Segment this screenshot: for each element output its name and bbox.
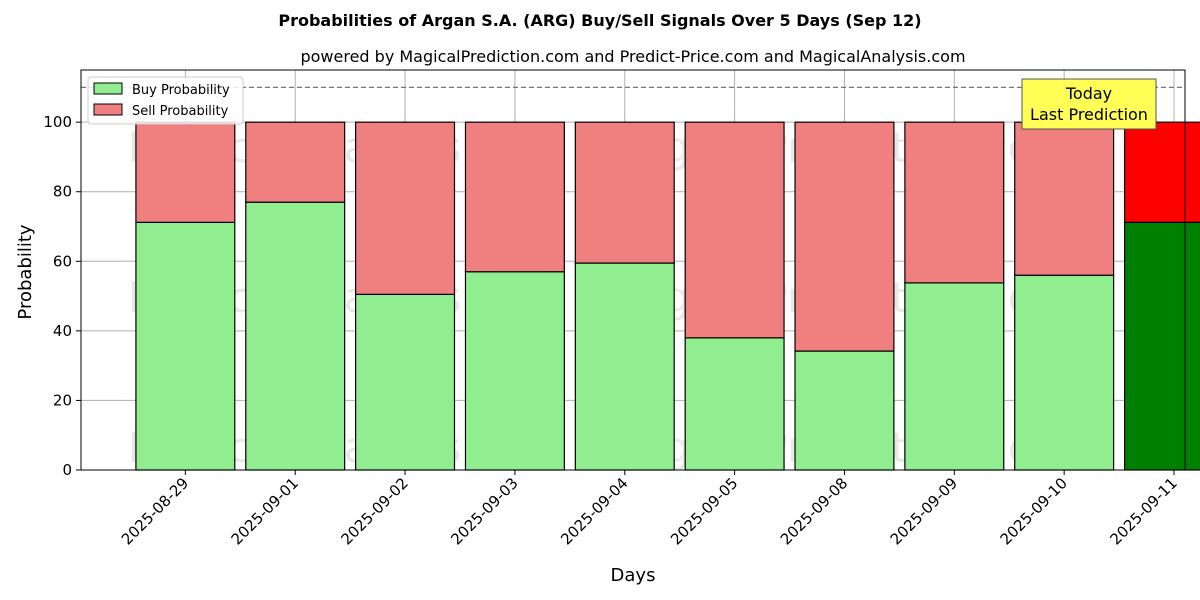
legend-sell-swatch <box>93 103 123 116</box>
sell-bar <box>794 121 895 352</box>
buy-bar <box>464 271 565 471</box>
y-tick-label: 40 <box>53 322 72 340</box>
legend-sell-label: Sell Probability <box>132 104 229 119</box>
chart-title: Probabilities of Argan S.A. (ARG) Buy/Se… <box>278 11 921 30</box>
legend: Buy Probability Sell Probability <box>87 76 244 125</box>
y-tick-label: 0 <box>62 461 72 479</box>
x-axis-label: Days <box>611 565 656 586</box>
y-axis-label: Probability <box>15 224 36 319</box>
annotation-box <box>1021 78 1157 130</box>
sell-bar <box>245 121 346 203</box>
y-ticks: 0 20 40 60 80 100 <box>43 113 81 479</box>
sell-bar <box>1123 121 1200 223</box>
buy-bar <box>245 201 346 471</box>
x-tick-label: 2025-09-08 <box>777 474 851 548</box>
x-tick-label: 2025-09-01 <box>228 474 302 548</box>
buy-bar <box>684 337 785 471</box>
legend-buy-label: Buy Probability <box>132 83 230 98</box>
sell-bar <box>904 121 1005 284</box>
legend-frame <box>87 76 244 125</box>
buy-bar <box>794 350 895 471</box>
sell-bar <box>464 121 565 273</box>
x-tick-label: 2025-09-04 <box>557 474 631 548</box>
x-tick-label: 2025-09-03 <box>447 474 521 548</box>
x-tick-label: 2025-08-29 <box>118 474 192 548</box>
x-tick-label: 2025-09-11 <box>1106 474 1180 548</box>
x-tick-label: 2025-09-09 <box>887 474 961 548</box>
x-ticks: 2025-08-29 2025-09-01 2025-09-02 2025-09-03… <box>118 470 1181 548</box>
x-tick-label: 2025-09-05 <box>667 474 741 548</box>
today-annotation: Today Last Prediction <box>1021 78 1157 130</box>
axes <box>80 69 1186 471</box>
buy-bar <box>1123 221 1200 471</box>
y-tick-label: 60 <box>53 252 72 270</box>
y-tick-label: 80 <box>53 183 72 201</box>
y-tick-label: 100 <box>43 113 72 131</box>
buy-bar <box>135 221 236 471</box>
annotation-line-2: Last Prediction <box>1030 105 1148 124</box>
buy-bar <box>904 282 1005 471</box>
buy-bar <box>574 262 675 471</box>
sell-bar <box>684 121 785 339</box>
annotation-line-1: Today <box>1065 84 1112 103</box>
y-tick-label: 20 <box>53 391 72 409</box>
chart-subtitle: powered by MagicalPrediction.com and Pre… <box>300 47 965 66</box>
sell-bar <box>574 121 675 264</box>
x-tick-label: 2025-09-10 <box>997 474 1071 548</box>
sell-bar <box>1014 121 1115 276</box>
buy-bar <box>1014 274 1115 471</box>
buy-bar <box>355 293 456 471</box>
plot-frame <box>80 69 1186 471</box>
sell-bar <box>355 121 456 295</box>
sell-bar <box>135 121 236 223</box>
bars <box>135 121 1200 471</box>
x-tick-label: 2025-09-02 <box>338 474 412 548</box>
legend-buy-swatch <box>93 82 123 95</box>
